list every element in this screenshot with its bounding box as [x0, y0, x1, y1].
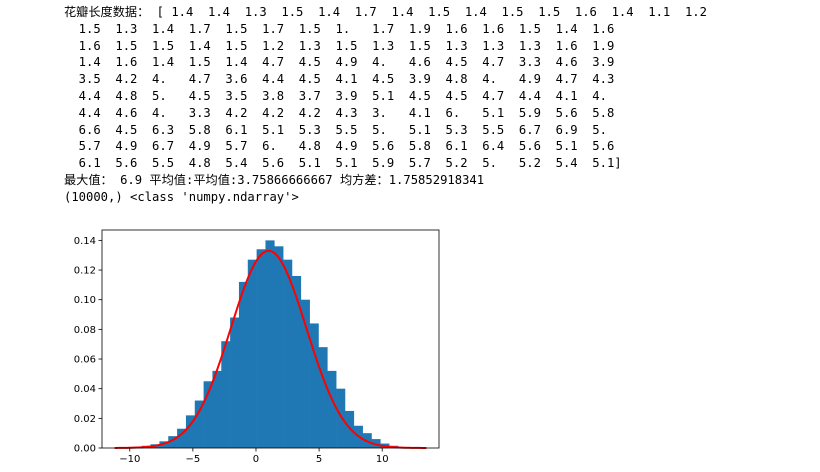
- console-line: 1.6 1.5 1.5 1.4 1.5 1.2 1.3 1.5 1.3 1.5 …: [64, 38, 615, 53]
- histogram-bar: [194, 400, 204, 448]
- y-tick-label: 0.12: [74, 266, 96, 277]
- histogram-bar: [318, 347, 328, 448]
- histogram-bar: [203, 381, 213, 448]
- histogram-bar: [336, 388, 346, 448]
- y-tick-label: 0.10: [74, 295, 96, 306]
- console-line: 5.7 4.9 6.7 4.9 5.7 6. 4.8 4.9 5.6 5.8 6…: [64, 139, 615, 154]
- histogram-bar: [274, 246, 284, 448]
- histogram-bar: [300, 299, 310, 448]
- histogram-bar: [265, 240, 275, 448]
- x-tick-label: 10: [376, 454, 389, 465]
- y-tick-label: 0.04: [74, 384, 96, 395]
- console-line: 1.5 1.3 1.4 1.7 1.5 1.7 1.5 1. 1.7 1.9 1…: [64, 21, 615, 36]
- console-line: 4.4 4.8 5. 4.5 3.5 3.8 3.7 3.9 5.1 4.5 4…: [64, 88, 607, 103]
- console-line: 花瓣长度数据： [ 1.4 1.4 1.3 1.5 1.4 1.7 1.4 1.…: [64, 5, 707, 19]
- y-tick-label: 0.08: [74, 325, 96, 336]
- plot-frame: [101, 229, 440, 449]
- histogram-bar: [309, 323, 319, 448]
- console-shape-line: (10000,) <class 'numpy.ndarray'>: [64, 189, 299, 204]
- x-axis: −10 −5 0 5 10: [119, 448, 389, 465]
- y-tick-label: 0.06: [74, 355, 96, 366]
- console-line: 4.4 4.6 4. 3.3 4.2 4.2 4.2 4.3 3. 4.1 6.…: [64, 105, 615, 120]
- console-line: 6.6 4.5 6.3 5.8 6.1 5.1 5.3 5.5 5. 5.1 5…: [64, 122, 607, 137]
- x-tick-label: 5: [316, 454, 322, 465]
- histogram-bar: [247, 259, 257, 448]
- histogram-bar: [221, 341, 231, 448]
- histogram-bar: [238, 281, 249, 448]
- histogram-bar: [177, 428, 187, 448]
- normal-curve-layer: [114, 249, 427, 449]
- console-output: 花瓣长度数据： [ 1.4 1.4 1.3 1.5 1.4 1.7 1.4 1.…: [64, 4, 707, 206]
- histogram-bar: [168, 436, 178, 448]
- y-axis: 0.00 0.02 0.04 0.06 0.08 0.10 0.12 0.14: [74, 236, 102, 455]
- x-tick-label: −10: [119, 454, 140, 465]
- histogram-bar: [344, 410, 355, 448]
- normal-pdf-curve: [114, 249, 427, 449]
- histogram-bar: [185, 415, 196, 448]
- y-tick-label: 0.00: [74, 444, 96, 455]
- histogram-bar: [230, 317, 240, 448]
- x-tick-label: −5: [186, 454, 201, 465]
- histogram-bar: [283, 259, 293, 448]
- console-line: 6.1 5.6 5.5 4.8 5.4 5.6 5.1 5.1 5.9 5.7 …: [64, 156, 622, 171]
- y-tick-label: 0.14: [74, 236, 96, 247]
- console-line: 3.5 4.2 4. 4.7 3.6 4.4 4.5 4.1 4.5 3.9 4…: [64, 72, 615, 87]
- histogram-bar: [256, 249, 266, 448]
- console-line: 1.4 1.6 1.4 1.5 1.4 4.7 4.5 4.9 4. 4.6 4…: [64, 55, 615, 70]
- histogram-bar: [291, 275, 302, 448]
- console-stats-line: 最大值： 6.9 平均值:平均值:3.75866666667 均方差：1.758…: [64, 172, 485, 187]
- histogram-bar: [327, 370, 337, 448]
- x-tick-label: 0: [253, 454, 259, 465]
- histogram-bars: [115, 240, 425, 448]
- y-tick-label: 0.02: [74, 414, 96, 425]
- histogram-bar: [212, 370, 222, 448]
